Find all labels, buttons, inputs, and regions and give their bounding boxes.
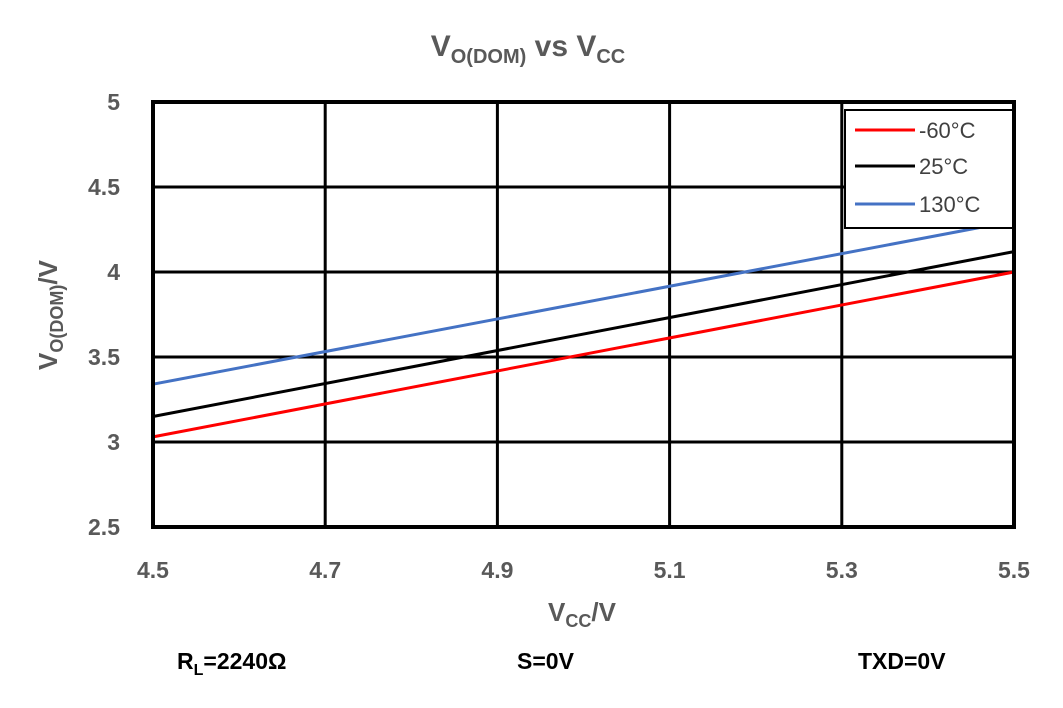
- y-axis-title-tail: /V: [33, 259, 63, 284]
- x-tick-label-5: 5.5: [998, 557, 1030, 583]
- condition-txd: TXD=0V: [858, 648, 946, 674]
- legend-label-25: 25°C: [919, 154, 968, 179]
- x-axis-title-tail: /V: [591, 597, 616, 627]
- x-axis-title-main: V: [548, 597, 566, 627]
- y-tick-label-2: 3.5: [88, 344, 120, 370]
- y-axis-title-sub: O(DOM): [47, 285, 67, 353]
- y-tick-label-4: 4.5: [88, 174, 120, 200]
- x-tick-labels: 4.5 4.7 4.9 5.1 5.3 5.5: [137, 557, 1030, 583]
- chart-title-main: V: [431, 30, 451, 63]
- x-axis-title: VCC/V: [548, 597, 617, 631]
- series-lines: [152, 219, 1015, 439]
- condition-rl-sub: L: [194, 662, 204, 679]
- series-line-2: [152, 219, 1015, 386]
- plot-border: [151, 100, 1016, 529]
- plot-frame: [151, 100, 1016, 529]
- condition-rl-main: R: [177, 648, 194, 674]
- y-tick-label-3: 4: [107, 259, 120, 285]
- x-tick-label-2: 4.9: [481, 557, 513, 583]
- chart-title: VO(DOM) vs VCC: [431, 30, 626, 68]
- y-axis-title: VO(DOM)/V: [33, 259, 67, 370]
- legend: -60°C 25°C 130°C: [844, 109, 1014, 229]
- x-tick-label-1: 4.7: [309, 557, 341, 583]
- legend-label-minus60: -60°C: [919, 118, 976, 143]
- condition-load-resistance: RL=2240Ω: [177, 648, 286, 679]
- legend-label-130: 130°C: [919, 192, 981, 217]
- y-tick-label-5: 5: [107, 89, 120, 115]
- condition-s: S=0V: [517, 648, 575, 674]
- y-axis-title-main: V: [33, 352, 63, 370]
- y-tick-labels: 2.5 3 3.5 4 4.5 5: [88, 89, 120, 540]
- series-line-0: [152, 270, 1015, 439]
- chart-title-mid: vs V: [526, 30, 596, 63]
- series-line-1: [152, 250, 1015, 418]
- chart-title-sub: O(DOM): [451, 46, 527, 68]
- y-tick-label-0: 2.5: [88, 514, 120, 540]
- x-axis-title-sub: CC: [565, 611, 591, 631]
- x-tick-label-3: 5.1: [654, 557, 686, 583]
- x-tick-label-4: 5.3: [826, 557, 858, 583]
- y-tick-label-1: 3: [107, 429, 120, 455]
- condition-rl-value: =2240Ω: [203, 648, 286, 674]
- x-tick-label-0: 4.5: [137, 557, 169, 583]
- chart-title-sub2: CC: [596, 46, 625, 68]
